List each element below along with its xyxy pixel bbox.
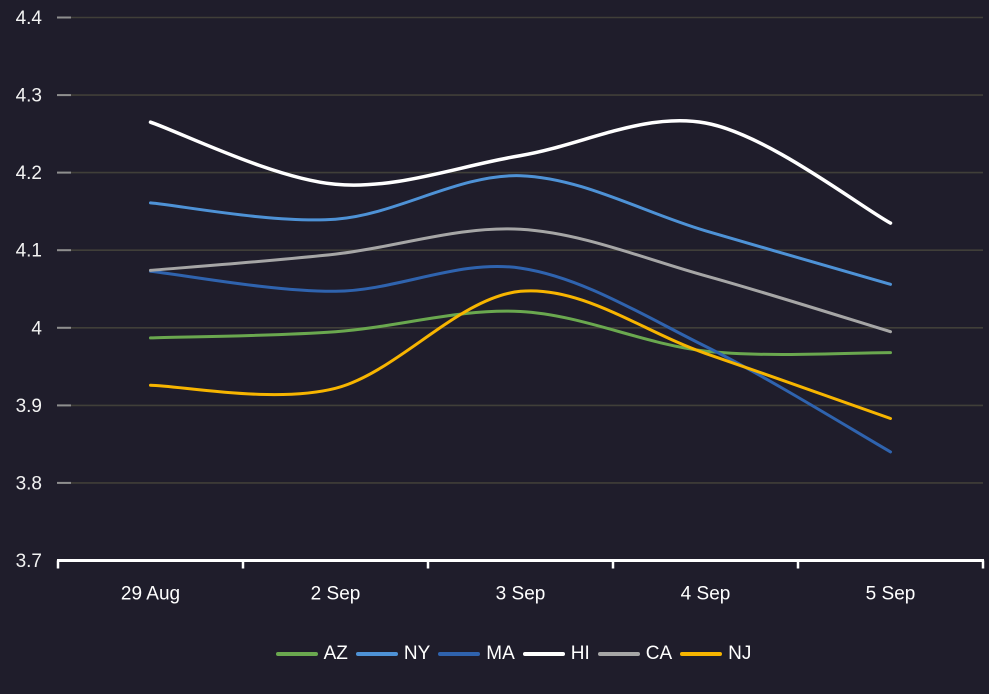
legend-swatch-HI [522,652,565,656]
series-line-NY [149,174,892,286]
legend-label: AZ [323,643,348,664]
x-tick-label: 4 Sep [681,584,731,605]
x-tick-label: 5 Sep [866,584,916,605]
series-line-MA [149,264,892,454]
series-line-HI [148,118,893,225]
legend-item-MA: MA [438,642,515,666]
legend-label: CA [645,643,673,664]
x-tick-label: 3 Sep [496,584,546,605]
legend-label: HI [570,643,590,664]
y-tick-label: 4.1 [16,241,42,262]
legend-item-NJ: NJ [680,642,751,666]
legend-swatch-NY [355,652,398,656]
chart-legend: AZ NY MA HI CA NJ [0,642,989,666]
y-tick-label: 4 [31,318,42,339]
legend-item-NY: NY [355,642,431,666]
legend-label: NY [403,643,431,664]
y-tick-label: 3.7 [16,551,42,572]
series-line-NJ [149,289,892,420]
legend-swatch-CA [597,652,640,656]
y-tick-label: 3.9 [16,396,42,417]
legend-label: MA [486,643,515,664]
x-tick-label: 2 Sep [311,584,361,605]
y-tick-label: 4.3 [16,86,42,107]
legend-swatch-MA [438,652,481,656]
series-line-CA [149,227,892,334]
y-tick-label: 4.4 [16,8,43,29]
legend-item-HI: HI [522,642,590,666]
legend-item-AZ: AZ [275,642,348,666]
x-tick-label: 29 Aug [121,584,180,605]
legend-swatch-AZ [275,652,318,656]
y-tick-label: 4.2 [16,163,42,184]
legend-item-CA: CA [597,642,673,666]
legend-swatch-NJ [680,652,723,656]
legend-label: NJ [728,643,752,664]
y-tick-label: 3.8 [16,473,42,494]
series-line-AZ [149,309,892,356]
